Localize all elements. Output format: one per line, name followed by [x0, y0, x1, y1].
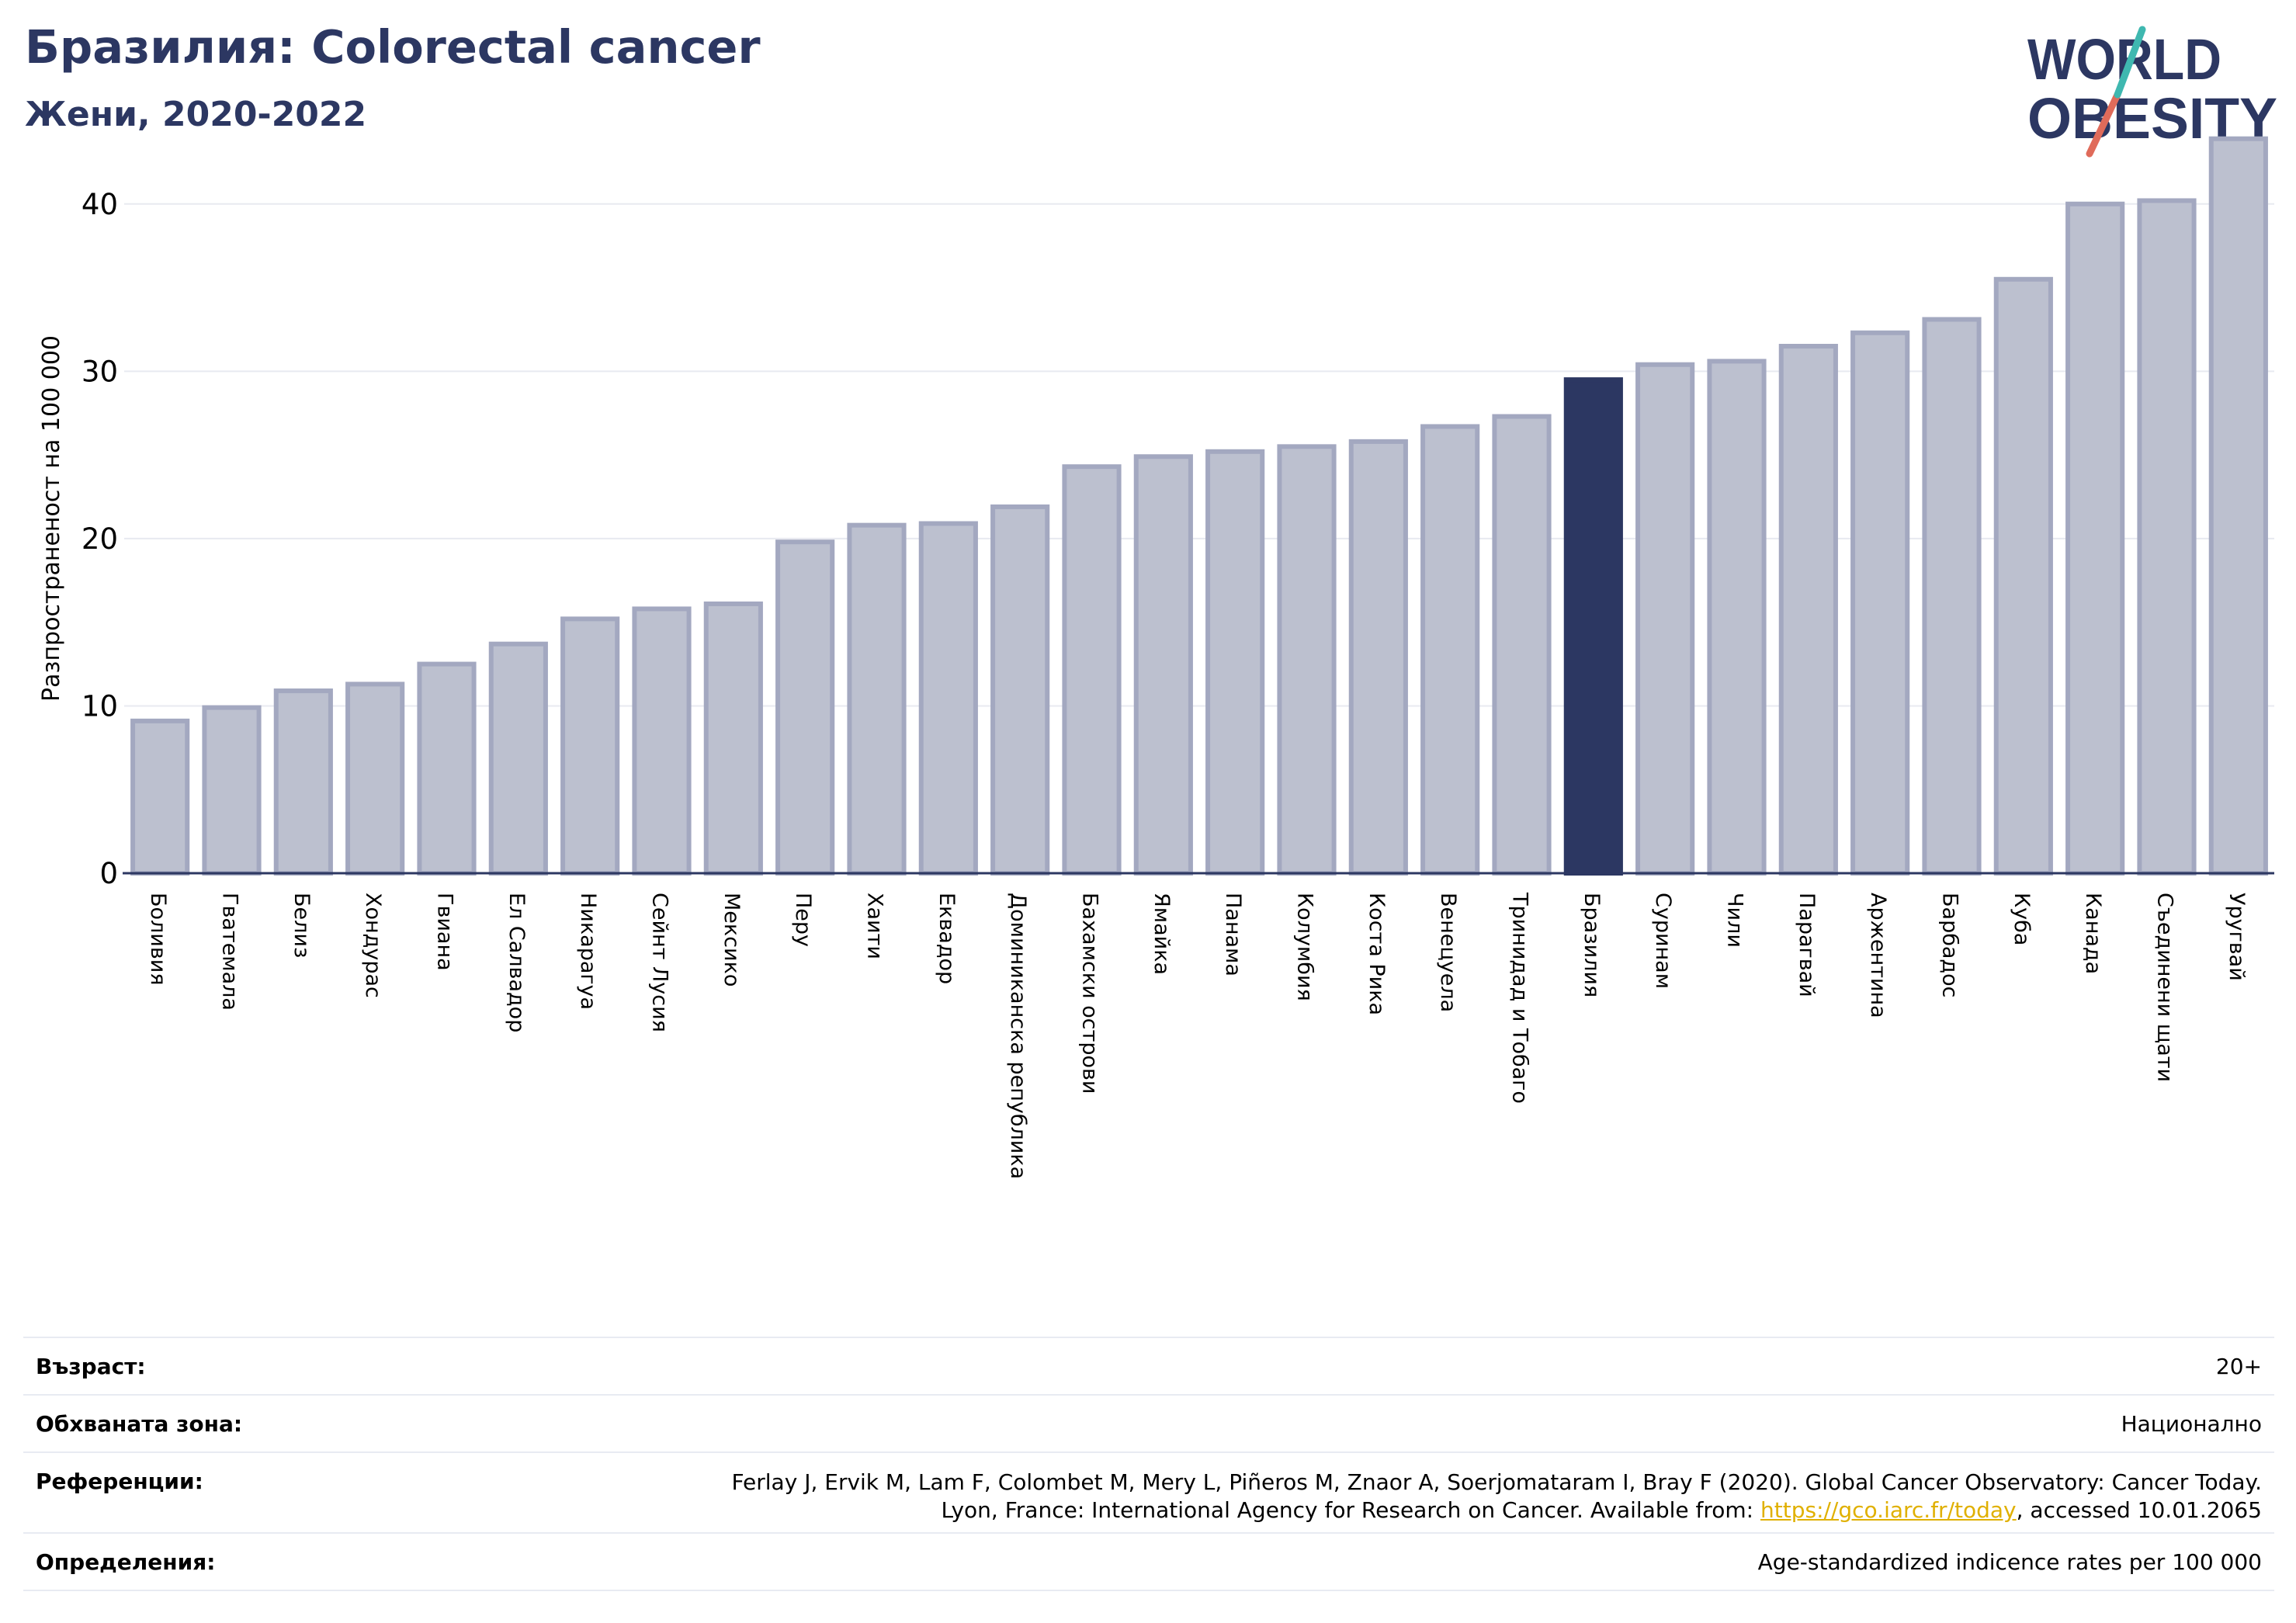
x-tick-label: Бахамски острови	[1078, 893, 1102, 1094]
bar	[1062, 464, 1122, 876]
x-tick-label: Белиз	[290, 893, 314, 958]
x-tick-label: Чили	[1723, 893, 1747, 948]
x-tick-label: Венецуела	[1436, 893, 1460, 1012]
references-value: Ferlay J, Ervik M, Lam F, Colombet M, Me…	[439, 1451, 2274, 1533]
bar-highlighted	[1563, 377, 1623, 876]
chart-title: Бразилия: Colorectal cancer	[25, 20, 761, 74]
x-tick-label: Еквадор	[935, 893, 959, 984]
x-tick-label: Канада	[2081, 893, 2105, 974]
definitions-label: Определения:	[23, 1532, 439, 1591]
x-tick-labels: Боливия Гватемала Белиз Хондурас Гвиана Ел Са…	[146, 892, 2249, 1179]
bar	[1133, 454, 1193, 876]
zone-value: Национално	[439, 1394, 2274, 1452]
y-tick-label: 0	[99, 857, 118, 890]
bars	[130, 136, 2268, 876]
metadata-table: Възраст: 20+ Обхваната зона: Национално …	[23, 1337, 2274, 1591]
y-tick-label: 20	[82, 522, 118, 556]
references-link[interactable]: https://gco.iarc.fr/today	[1760, 1497, 2017, 1523]
bar	[847, 522, 907, 876]
meta-row-zone: Обхваната зона: Национално	[23, 1394, 2274, 1452]
bar	[703, 601, 763, 876]
x-tick-label: Боливия	[146, 893, 170, 986]
bar	[560, 616, 620, 876]
bar	[1205, 449, 1265, 876]
x-tick-label: Бразилия	[1580, 893, 1604, 997]
bar	[2065, 201, 2125, 876]
x-tick-label: Никарагуа	[576, 893, 600, 1010]
y-tick-label: 10	[82, 689, 118, 723]
x-tick-label: Съединени щати	[2153, 893, 2177, 1082]
bar	[488, 641, 548, 876]
meta-row-age: Възраст: 20+	[23, 1337, 2274, 1395]
age-value: 20+	[439, 1337, 2274, 1395]
bar	[1348, 439, 1408, 876]
bar-chart: 0 10 20 30 40 Боливия Гватемала Белиз Хондурас Г…	[38, 136, 2274, 1179]
bar	[2208, 136, 2268, 876]
x-tick-label: Барбадос	[1938, 893, 1962, 997]
bar	[918, 521, 978, 876]
references-label: Референции:	[23, 1451, 439, 1533]
references-accessed: , accessed 10.01.2065	[2016, 1497, 2262, 1523]
bar	[1707, 359, 1767, 876]
grid-lines	[124, 203, 2274, 707]
x-tick-label: Сейнт Лусия	[648, 893, 672, 1032]
x-tick-label: Доминиканска република	[1006, 893, 1030, 1179]
x-tick-label: Аржентина	[1866, 893, 1890, 1018]
x-tick-label: Ямайка	[1150, 893, 1174, 975]
bar	[1778, 344, 1838, 876]
x-tick-label: Тринидад и Тобаго	[1508, 892, 1532, 1104]
x-tick-label: Гватемала	[218, 893, 242, 1011]
x-tick-label: Гвиана	[433, 893, 457, 971]
x-tick-label: Суринам	[1651, 893, 1675, 989]
bar	[130, 718, 190, 876]
bar	[345, 681, 405, 876]
x-tick-label: Уругвай	[2225, 893, 2249, 981]
bar	[417, 661, 477, 876]
bar	[1492, 414, 1552, 876]
bar	[1850, 330, 1910, 876]
chart-subtitle: Жени, 2020-2022	[25, 95, 367, 134]
x-tick-label: Мексико	[720, 893, 744, 987]
meta-row-references: Референции: Ferlay J, Ervik M, Lam F, Co…	[23, 1451, 2274, 1533]
age-label: Възраст:	[23, 1337, 439, 1395]
bar	[1922, 317, 1982, 876]
y-tick-labels: 0 10 20 30 40	[82, 188, 118, 890]
definitions-value: Age-standardized indicence rates per 100…	[439, 1532, 2274, 1591]
bar	[1635, 362, 1695, 876]
bar	[273, 688, 333, 876]
bar	[990, 504, 1050, 876]
references-line-1: Ferlay J, Ervik M, Lam F, Colombet M, Me…	[731, 1469, 2262, 1495]
references-line-2-text: Lyon, France: International Agency for R…	[941, 1497, 1760, 1523]
bar	[1420, 424, 1480, 876]
x-tick-label: Хондурас	[361, 893, 385, 998]
y-tick-label: 40	[82, 188, 118, 221]
x-tick-label: Панама	[1221, 893, 1245, 976]
bar	[632, 606, 692, 876]
y-tick-label: 30	[82, 355, 118, 388]
x-tick-label: Куба	[2010, 893, 2034, 945]
x-tick-label: Хаити	[863, 893, 887, 959]
x-tick-label: Колумбия	[1293, 893, 1317, 1001]
x-tick-label: Парагвай	[1795, 893, 1819, 997]
meta-row-definitions: Определения: Age-standardized indicence …	[23, 1532, 2274, 1591]
bar	[2137, 198, 2197, 876]
zone-label: Обхваната зона:	[23, 1394, 439, 1452]
bar	[1277, 444, 1337, 876]
bar	[1993, 276, 2053, 876]
y-axis-label: Разпространеност на 100 000	[38, 335, 65, 702]
x-tick-label: Коста Рика	[1365, 893, 1389, 1015]
bar	[202, 705, 262, 876]
x-tick-label: Ел Салвадор	[505, 893, 529, 1032]
x-tick-label: Перу	[791, 893, 815, 947]
bar	[775, 539, 835, 876]
references-line-2: Lyon, France: International Agency for R…	[439, 1496, 2262, 1524]
